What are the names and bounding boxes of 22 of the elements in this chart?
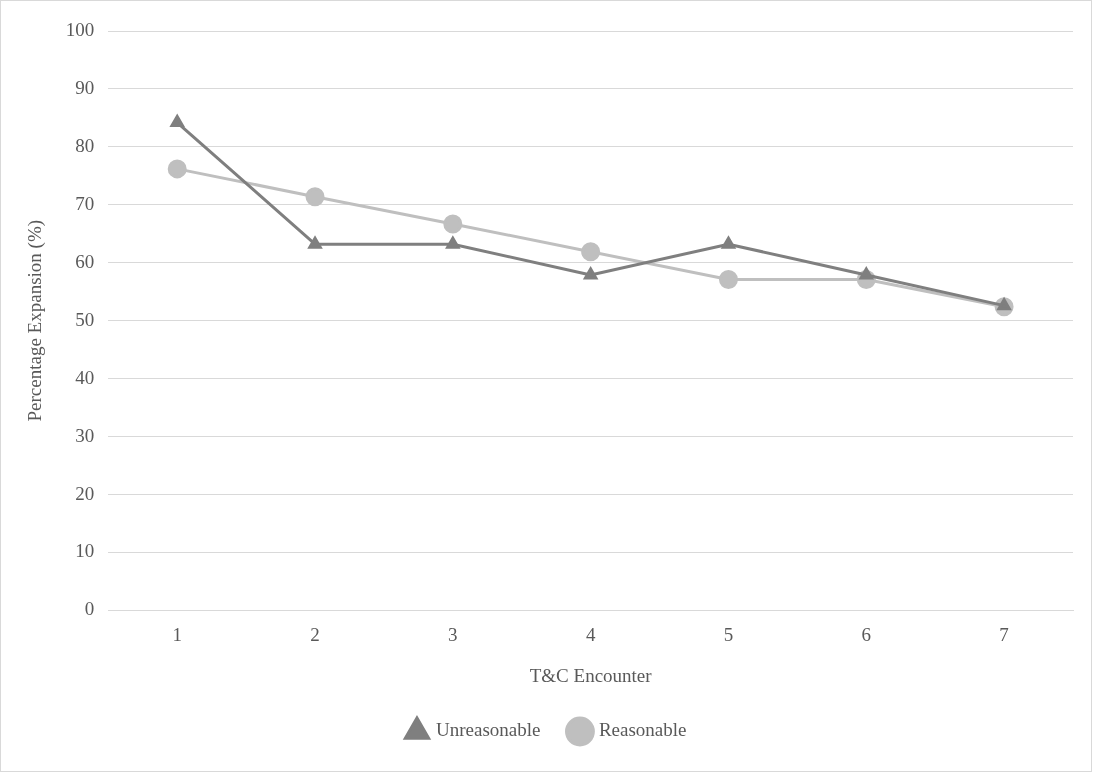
x-tick-label: 5 [723,623,734,645]
y-tick-label: 0 [84,598,95,620]
y-tick-label: 90 [75,76,95,98]
y-tick-label: 40 [75,366,95,388]
legend-label: Reasonable [598,719,687,741]
x-axis-title: T&C Encounter [529,664,653,686]
y-tick-label: 50 [75,308,95,330]
x-tick-label: 7 [999,623,1009,645]
y-axis-title: Percentage Expansion (%) [24,219,47,422]
legend-label: Unreasonable [435,719,541,741]
y-tick-label: 80 [75,134,95,156]
y-tick-label: 70 [75,192,95,214]
x-tick-label: 6 [861,623,872,645]
y-tick-label: 30 [75,424,95,446]
y-tick-label: 60 [75,250,95,272]
x-tick-label: 1 [172,623,182,645]
y-tick-label: 10 [75,540,95,562]
y-tick-label: 20 [75,482,95,504]
x-tick-label: 2 [310,623,320,645]
x-tick-label: 4 [585,623,596,645]
x-tick-label: 3 [448,623,458,645]
y-tick-label: 100 [65,18,95,40]
